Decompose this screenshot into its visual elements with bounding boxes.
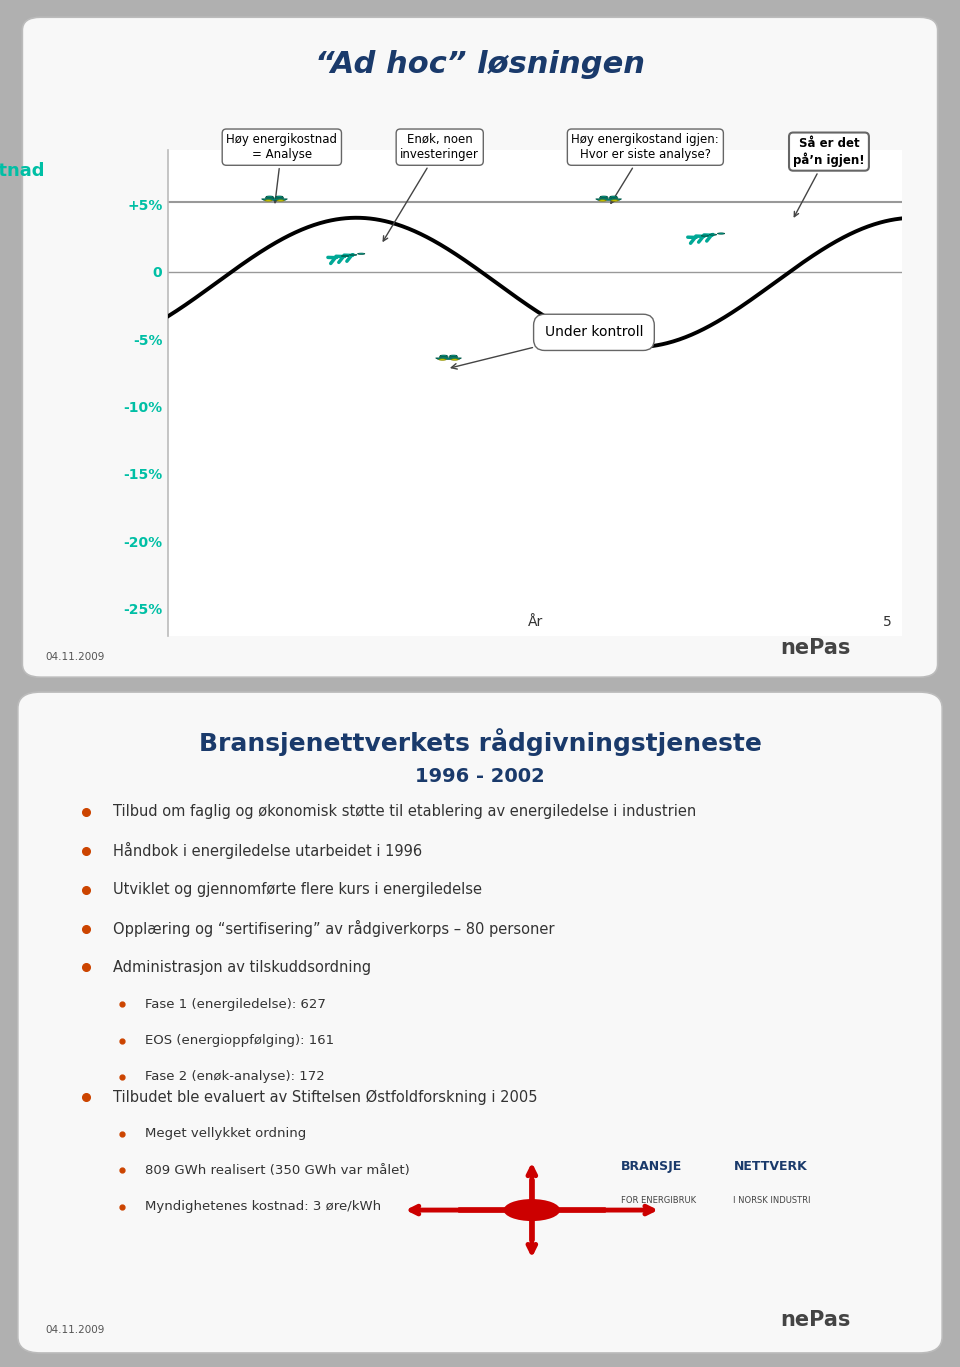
Text: Så er det
på’n igjen!: Så er det på’n igjen! — [793, 137, 865, 216]
Text: 04.11.2009: 04.11.2009 — [45, 652, 105, 662]
Text: Kostnad: Kostnad — [0, 161, 45, 179]
Text: BRANSJE: BRANSJE — [620, 1159, 682, 1173]
Text: Under kontroll: Under kontroll — [451, 325, 643, 369]
FancyBboxPatch shape — [18, 692, 942, 1353]
Text: Opplæring og “sertifisering” av rådgiverkorps – 80 personer: Opplæring og “sertifisering” av rådgiver… — [113, 920, 555, 936]
Text: Høy energikostnad
= Analyse: Høy energikostnad = Analyse — [227, 133, 337, 202]
Text: Administrasjon av tilskuddsordning: Administrasjon av tilskuddsordning — [113, 960, 372, 975]
Text: Fase 2 (enøk-analyse): 172: Fase 2 (enøk-analyse): 172 — [145, 1070, 324, 1084]
Circle shape — [599, 197, 609, 198]
Text: NETTVERK: NETTVERK — [733, 1159, 807, 1173]
FancyBboxPatch shape — [22, 18, 938, 677]
Text: Fase 1 (energiledelse): 627: Fase 1 (energiledelse): 627 — [145, 998, 325, 1010]
Text: 809 GWh realisert (350 GWh var målet): 809 GWh realisert (350 GWh var målet) — [145, 1163, 410, 1177]
Text: Utviklet og gjennomførte flere kurs i energiledelse: Utviklet og gjennomførte flere kurs i en… — [113, 882, 482, 897]
Text: nePas: nePas — [780, 637, 851, 658]
Text: 5: 5 — [882, 615, 892, 629]
Text: “Ad hoc” løsningen: “Ad hoc” løsningen — [315, 51, 645, 79]
Circle shape — [440, 357, 448, 358]
Text: nePas: nePas — [780, 1311, 851, 1330]
Text: Tilbud om faglig og økonomisk støtte til etablering av energiledelse i industrie: Tilbud om faglig og økonomisk støtte til… — [113, 804, 696, 819]
Circle shape — [265, 197, 275, 198]
Circle shape — [275, 197, 284, 198]
Text: Tilbudet ble evaluert av Stiftelsen Østfoldforskning i 2005: Tilbudet ble evaluert av Stiftelsen Østf… — [113, 1089, 538, 1105]
Text: 04.11.2009: 04.11.2009 — [45, 1325, 105, 1334]
Text: Meget vellykket ordning: Meget vellykket ordning — [145, 1128, 306, 1140]
Circle shape — [609, 197, 618, 198]
Text: EOS (energioppfølging): 161: EOS (energioppfølging): 161 — [145, 1035, 334, 1047]
Text: År: År — [528, 615, 542, 629]
Text: Enøk, noen
investeringer: Enøk, noen investeringer — [383, 133, 479, 241]
Text: Høy energikostand igjen:
Hvor er siste analyse?: Høy energikostand igjen: Hvor er siste a… — [571, 133, 719, 204]
Text: Håndbok i energiledelse utarbeidet i 1996: Håndbok i energiledelse utarbeidet i 199… — [113, 842, 422, 860]
Text: I NORSK INDUSTRI: I NORSK INDUSTRI — [733, 1196, 811, 1206]
Text: Myndighetenes kostnad: 3 øre/kWh: Myndighetenes kostnad: 3 øre/kWh — [145, 1200, 381, 1213]
Circle shape — [449, 357, 458, 358]
Circle shape — [504, 1199, 560, 1221]
Text: Bransjenettverkets rådgivningstjeneste: Bransjenettverkets rådgivningstjeneste — [199, 727, 761, 756]
Text: 1996 - 2002: 1996 - 2002 — [415, 767, 545, 786]
Text: FOR ENERGIBRUK: FOR ENERGIBRUK — [620, 1196, 696, 1206]
